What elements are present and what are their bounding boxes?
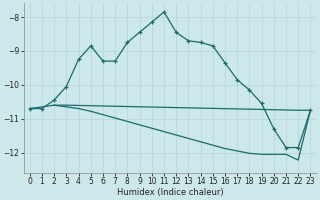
X-axis label: Humidex (Indice chaleur): Humidex (Indice chaleur) — [117, 188, 223, 197]
